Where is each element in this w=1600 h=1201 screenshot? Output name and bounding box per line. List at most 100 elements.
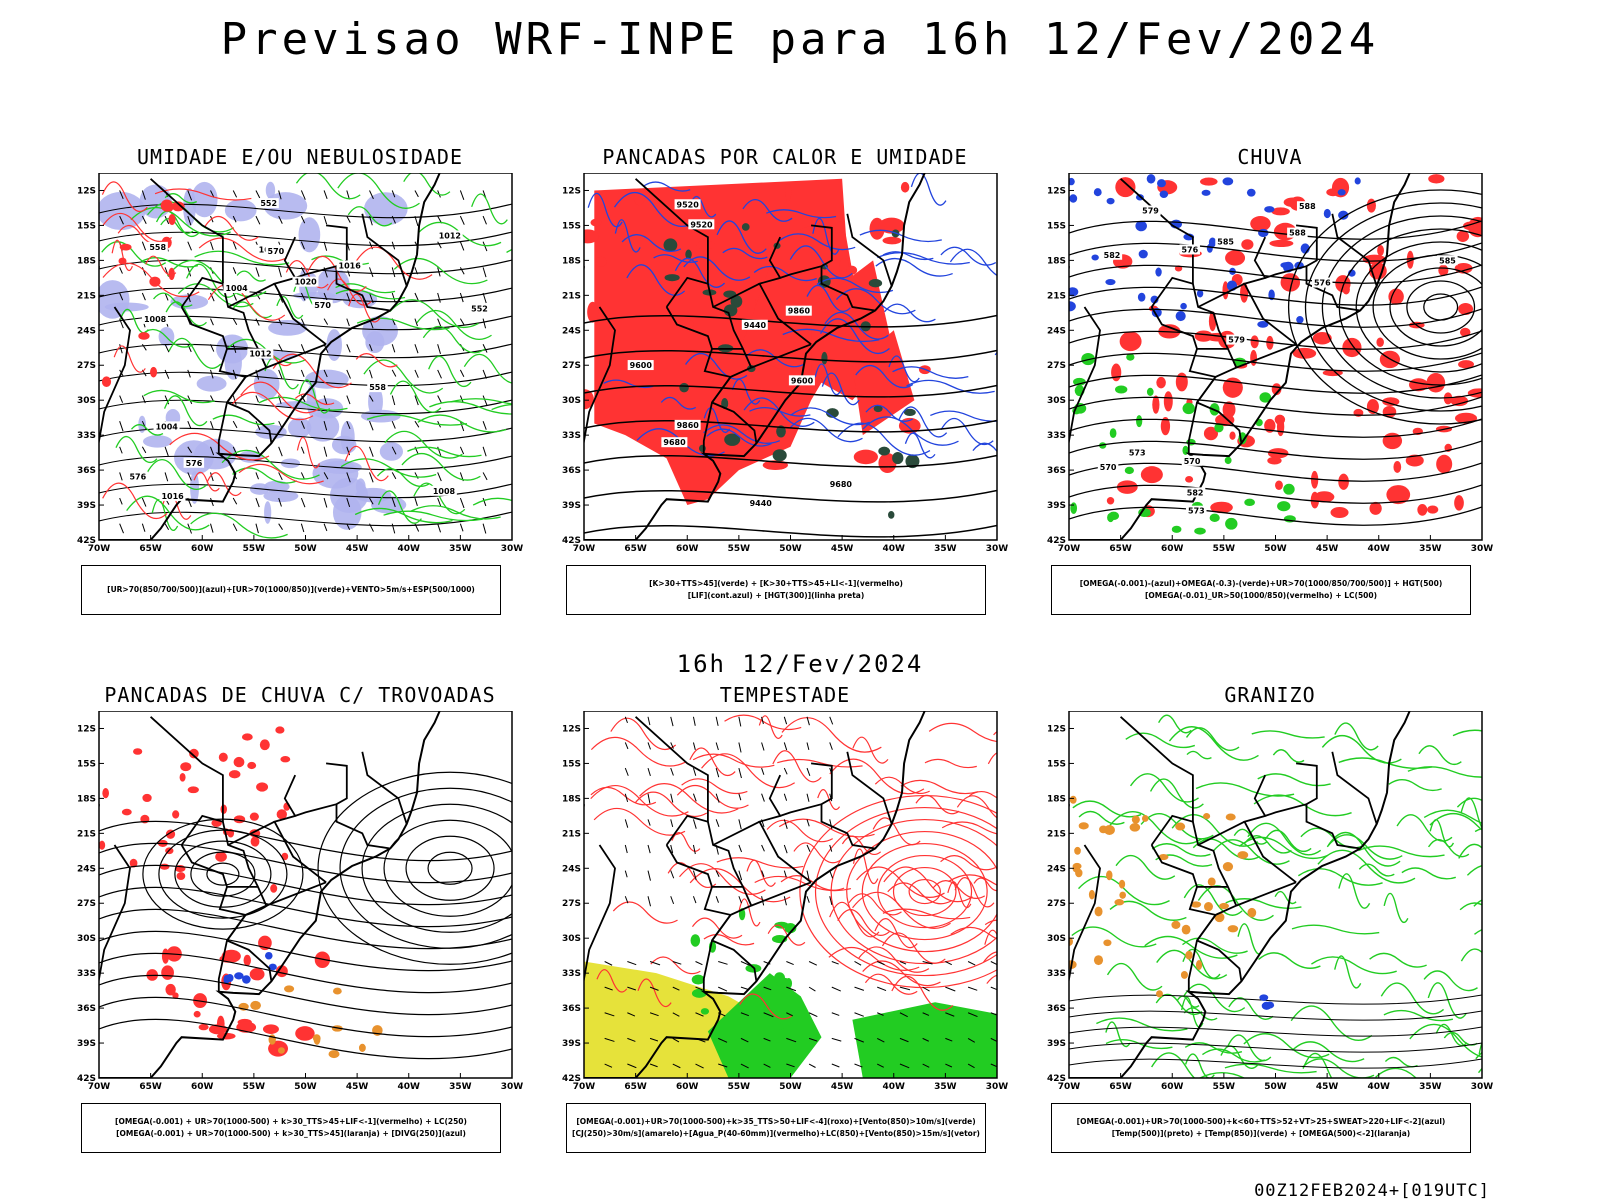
wind-vector (141, 395, 146, 404)
contour-line (1317, 849, 1416, 884)
field-blob (1160, 417, 1171, 436)
contour-line (603, 379, 654, 389)
wind-vector (718, 1037, 728, 1043)
contour-label-bg (674, 419, 701, 430)
border-line (1069, 306, 1101, 446)
contour-line (403, 173, 451, 196)
lat-label: 21S (77, 829, 96, 839)
field-blob (242, 975, 251, 984)
contour-line (335, 289, 406, 300)
wind-vector (300, 267, 306, 275)
contour-line (1069, 462, 1482, 482)
wind-vector (808, 986, 816, 992)
wind-vector (187, 190, 193, 201)
field-blob (196, 375, 227, 392)
lat-label: 18S (77, 256, 96, 266)
streamline (427, 851, 473, 885)
wind-vector (624, 742, 629, 750)
lon-label: 40W (398, 544, 421, 553)
field-blob (1116, 480, 1138, 494)
lon-label: 55W (1213, 1082, 1236, 1091)
contour-line (198, 237, 287, 262)
contour-line (660, 396, 697, 410)
wind-vector (232, 446, 238, 456)
field-blob (190, 470, 199, 504)
field-blob (218, 752, 228, 762)
contour-line (153, 292, 193, 308)
border-line (222, 821, 268, 942)
field-blob (1250, 335, 1259, 349)
wind-vector (740, 1063, 749, 1069)
wind-vector (829, 716, 834, 725)
field-blob (250, 836, 260, 847)
legend-box: [UR>70(850/700/500)](azul)+[UR>70(1000/8… (81, 565, 501, 615)
lat-label: 21S (1047, 291, 1066, 301)
wind-vector (369, 395, 374, 402)
contour-line (789, 417, 863, 443)
field-blob (1225, 813, 1236, 821)
contour-line (821, 372, 860, 406)
legend-line: [OMEGA(-0.001)-(azul)+OMEGA(-0.3)-(verde… (1079, 579, 1443, 588)
field-blob (270, 884, 278, 893)
contour-line (1290, 1005, 1373, 1041)
contour-line (701, 753, 795, 789)
field-blob (1261, 1001, 1272, 1010)
wind-vector (255, 215, 261, 225)
lat-label: 21S (1047, 829, 1066, 839)
field-blob (224, 199, 257, 222)
border-line (361, 213, 408, 287)
lat-label: 12S (77, 186, 96, 196)
border-line (227, 282, 275, 308)
wind-vector (786, 961, 794, 966)
panel-title: TEMPESTADE (719, 683, 851, 707)
wind-vector (761, 767, 765, 775)
wind-vector (459, 267, 465, 275)
lon-label: 55W (243, 544, 266, 553)
lon-label: 45W (346, 1082, 369, 1091)
contour-line (949, 248, 997, 277)
contour-line (99, 203, 512, 219)
wind-vector (278, 497, 282, 507)
field-blob (306, 412, 340, 442)
lon-label: 30W (986, 1082, 1009, 1091)
contour-line (767, 924, 806, 946)
contour-label-bg (827, 479, 854, 490)
contour-label-bg (469, 303, 490, 314)
wind-vector (391, 472, 397, 480)
contour-line (859, 229, 942, 243)
wind-vector (783, 870, 787, 878)
field-blob (1225, 250, 1246, 266)
wind-vector (899, 961, 907, 965)
contour-line (99, 371, 512, 387)
contour-line (1452, 729, 1482, 737)
contour-line (753, 265, 817, 282)
wind-vector (391, 292, 396, 303)
contour-line (471, 193, 508, 225)
field-blob (1175, 372, 1188, 392)
wind-vector (786, 1063, 795, 1068)
contour-line (1291, 1041, 1365, 1063)
border-line (750, 881, 812, 907)
wind-vector (990, 1012, 997, 1016)
field-blob (264, 501, 272, 524)
wind-vector (187, 472, 192, 481)
lat-label: 30S (1047, 396, 1066, 406)
wind-vector (761, 742, 765, 751)
contour-label-bg (312, 300, 333, 311)
contour-line (413, 482, 466, 515)
contour-label: 9860 (677, 421, 700, 430)
field-blob (1342, 284, 1350, 295)
contour-label: 570 (1100, 463, 1117, 472)
field-blob (179, 773, 186, 782)
lon-label: 60W (676, 544, 699, 553)
field-blob (1109, 428, 1117, 439)
contour-label-bg (1184, 487, 1206, 498)
wind-vector (967, 1063, 975, 1069)
contour-line (1383, 1009, 1454, 1022)
wind-vector (831, 986, 842, 992)
wind-vector (437, 446, 442, 456)
streamline (99, 1018, 512, 1060)
field-blob (1171, 920, 1181, 929)
contour-label: 9680 (830, 480, 853, 489)
contour-line (584, 314, 997, 328)
